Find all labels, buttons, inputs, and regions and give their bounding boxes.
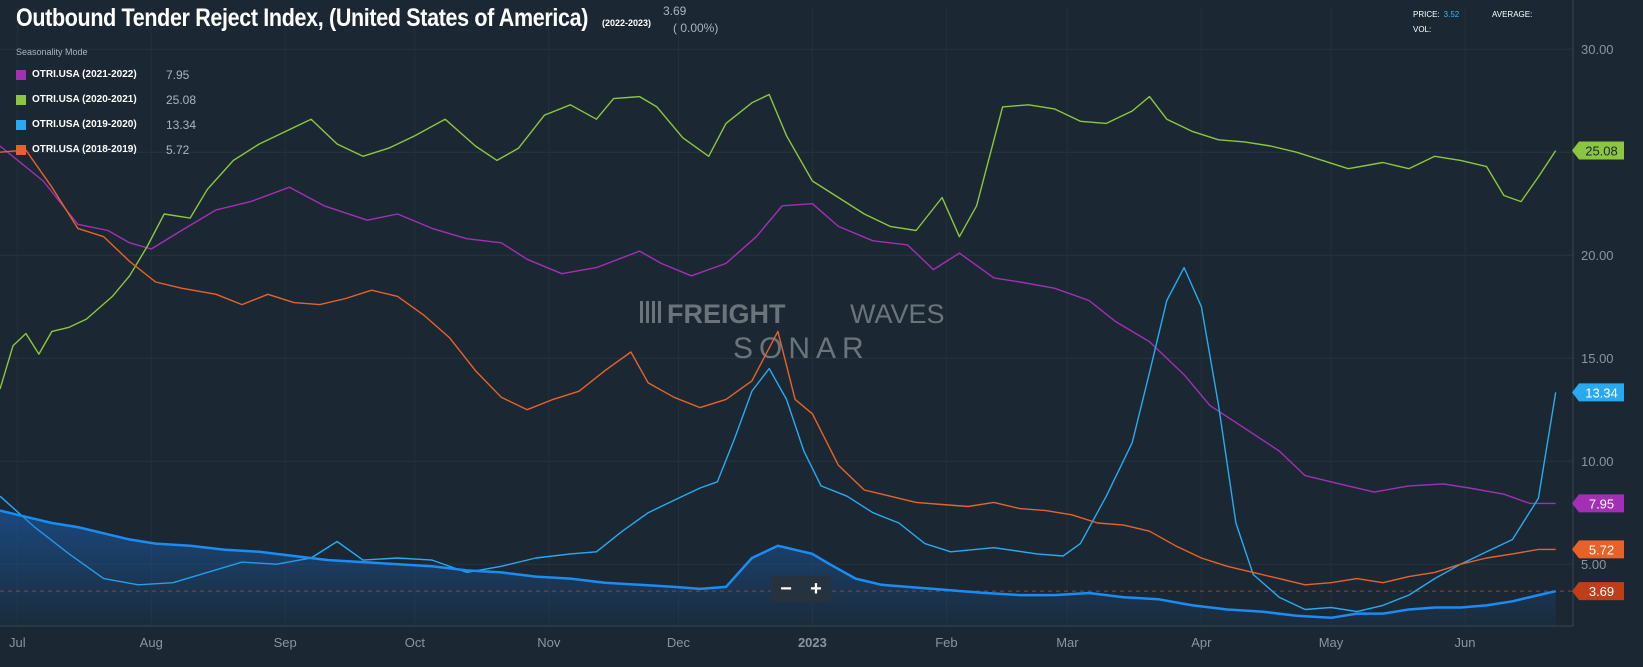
series-value-tag bbox=[1572, 540, 1624, 559]
price-label: PRICE: bbox=[1413, 10, 1440, 19]
zoom-controls: − + bbox=[771, 576, 831, 602]
x-tick-label: Sep bbox=[274, 635, 297, 650]
legend-swatch-green bbox=[16, 94, 26, 105]
price-value: 3.52 bbox=[1443, 10, 1460, 19]
average-label: AVERAGE: bbox=[1492, 10, 1533, 19]
series-value-tag bbox=[1572, 383, 1624, 402]
series-value-tag-label: 25.08 bbox=[1585, 144, 1618, 159]
chart-title-wrap: Outbound Tender Reject Index, (United St… bbox=[16, 4, 681, 33]
legend-item[interactable]: OTRI.USA (2020-2021) 25.08 bbox=[16, 87, 196, 112]
chart-title: Outbound Tender Reject Index, (United St… bbox=[16, 4, 589, 32]
legend-value: 13.34 bbox=[166, 117, 197, 132]
legend-label: OTRI.USA (2018-2019) bbox=[32, 144, 137, 155]
x-tick-label: Jun bbox=[1454, 635, 1475, 650]
series-value-tag-label: 13.34 bbox=[1585, 385, 1618, 400]
legend-swatch-orange bbox=[16, 144, 26, 155]
series-value-tag-label: 7.95 bbox=[1589, 496, 1614, 511]
watermark-brand-left: FREIGHT bbox=[667, 299, 786, 329]
x-tick-label: May bbox=[1319, 635, 1344, 650]
legend-item[interactable]: OTRI.USA (2018-2019) 5.72 bbox=[16, 137, 196, 162]
x-tick-label: Dec bbox=[667, 635, 691, 650]
watermark-product: SONAR bbox=[733, 332, 870, 365]
series-line[interactable] bbox=[0, 509, 1556, 620]
x-tick-label: Apr bbox=[1191, 635, 1212, 650]
legend-label: OTRI.USA (2020-2021) bbox=[32, 94, 137, 105]
legend-value: 25.08 bbox=[166, 92, 197, 107]
legend-swatch-purple bbox=[16, 69, 26, 80]
volume-label: VOL: bbox=[1413, 25, 1432, 34]
x-tick-label: 2023 bbox=[798, 635, 827, 650]
legend-label: OTRI.USA (2019-2020) bbox=[32, 119, 137, 130]
volume-stat: VOL: bbox=[1413, 25, 1431, 34]
y-tick-label: 10.00 bbox=[1581, 454, 1614, 469]
series-line[interactable] bbox=[0, 266, 1557, 613]
series-line[interactable] bbox=[0, 93, 1557, 390]
x-tick-label: Mar bbox=[1056, 635, 1079, 650]
chart-year-range: (2022-2023) bbox=[602, 18, 652, 28]
series-value-tag bbox=[1572, 141, 1624, 160]
series-value-tag bbox=[1572, 582, 1624, 601]
x-tick-label: Feb bbox=[935, 635, 957, 650]
series-line[interactable] bbox=[0, 145, 1556, 505]
y-tick-label: 5.00 bbox=[1581, 557, 1606, 572]
x-tick-label: Aug bbox=[140, 635, 163, 650]
x-tick-label: Nov bbox=[537, 635, 561, 650]
legend-value: 7.95 bbox=[166, 67, 190, 82]
legend-item[interactable]: OTRI.USA (2021-2022) 7.95 bbox=[16, 62, 196, 87]
x-tick-label: Jul bbox=[9, 635, 26, 650]
y-tick-label: 20.00 bbox=[1581, 248, 1614, 263]
series-value-tag-label: 3.69 bbox=[1589, 584, 1614, 599]
series-area-fill bbox=[0, 510, 1556, 626]
series-line[interactable] bbox=[0, 149, 1556, 586]
legend-value: 5.72 bbox=[166, 142, 190, 157]
y-tick-label: 30.00 bbox=[1581, 42, 1614, 57]
watermark-brand-right: WAVES bbox=[850, 299, 945, 329]
average-stat: AVERAGE: bbox=[1492, 10, 1532, 19]
seasonality-mode-label[interactable]: Seasonality Mode bbox=[16, 47, 88, 57]
watermark: FREIGHT WAVES SONAR bbox=[640, 299, 945, 365]
series-value-tag-label: 5.72 bbox=[1589, 542, 1614, 557]
legend-label: OTRI.USA (2021-2022) bbox=[32, 69, 137, 80]
legend: OTRI.USA (2021-2022) 7.95 OTRI.USA (2020… bbox=[16, 62, 196, 162]
legend-swatch-blue bbox=[16, 119, 26, 130]
price-stat: PRICE: 3.52 bbox=[1413, 10, 1459, 19]
freightwaves-logo-icon bbox=[640, 301, 661, 323]
series-value-tag bbox=[1572, 494, 1624, 513]
legend-item[interactable]: OTRI.USA (2019-2020) 13.34 bbox=[16, 112, 196, 137]
zoom-out-button[interactable]: − bbox=[780, 577, 792, 600]
zoom-in-button[interactable]: + bbox=[810, 577, 822, 600]
last-value: 3.69 bbox=[663, 4, 687, 18]
x-tick-label: Oct bbox=[405, 635, 426, 650]
y-tick-label: 15.00 bbox=[1581, 351, 1614, 366]
last-change: ( 0.00%) bbox=[673, 21, 719, 35]
